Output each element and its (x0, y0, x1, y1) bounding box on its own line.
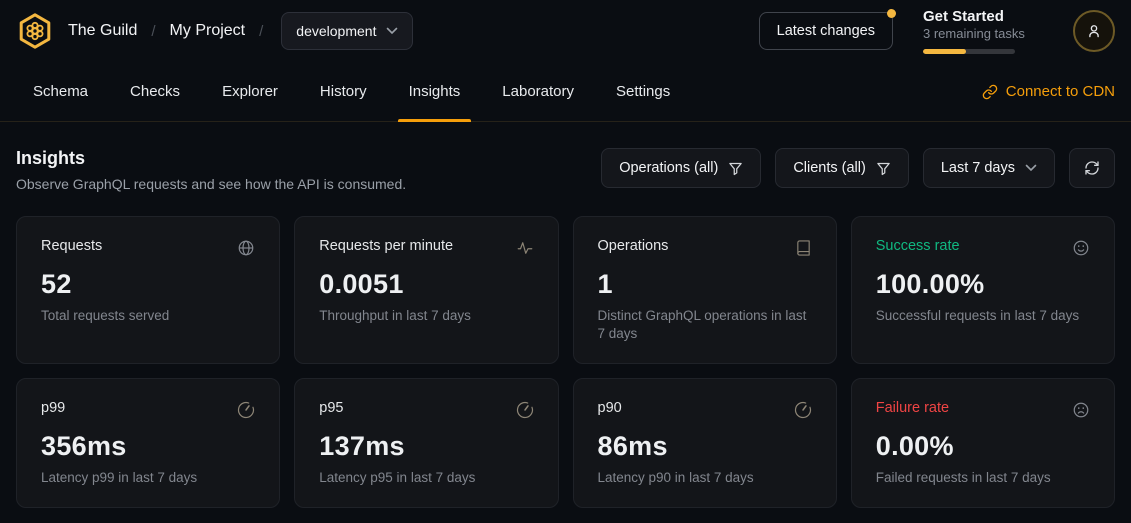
top-bar: The Guild / My Project / development Lat… (0, 0, 1131, 62)
gauge-icon (237, 401, 255, 419)
tab-insights[interactable]: Insights (392, 62, 478, 122)
get-started-title: Get Started (923, 7, 1004, 25)
tab-checks[interactable]: Checks (130, 83, 181, 100)
target-selector-dropdown[interactable]: development (281, 12, 414, 50)
project-nav: Schema Checks Explorer History Insights … (0, 62, 1131, 122)
card-value: 100.00% (875, 269, 985, 299)
breadcrumb-separator: / (151, 22, 156, 40)
breadcrumb-project[interactable]: My Project (169, 22, 246, 39)
card-subtitle: Latency p90 in last 7 days (597, 469, 754, 485)
connect-to-cdn-link[interactable]: Connect to CDN (982, 62, 1115, 121)
stat-card-p99: p99 356ms Latency p99 in last 7 days (16, 378, 281, 509)
card-title: p99 (41, 400, 66, 417)
globe-icon (237, 239, 255, 257)
tab-laboratory[interactable]: Laboratory (502, 83, 575, 100)
get-started-subtitle: 3 remaining tasks (923, 26, 1025, 42)
tab-schema[interactable]: Schema (33, 83, 89, 100)
stat-card-requests: Requests 52 Total requests served (16, 216, 281, 365)
card-title: Requests per minute (319, 238, 454, 254)
refresh-button[interactable] (1069, 148, 1115, 188)
stat-card-p90: p90 86ms Latency p90 in last 7 days (572, 378, 837, 509)
card-title: p95 (319, 400, 344, 417)
stat-card-rpm: Requests per minute 0.0051 Throughput in… (294, 216, 559, 365)
card-value: 86ms (597, 431, 668, 462)
link-icon (982, 84, 998, 100)
user-avatar[interactable] (1073, 9, 1115, 52)
latest-changes-button[interactable]: Latest changes (758, 8, 896, 50)
activity-icon (516, 239, 534, 257)
card-value: 0.0051 (319, 269, 404, 299)
breadcrumb-separator: / (259, 22, 264, 40)
filters-toolbar: Operations (all) Clients (all) Last 7 da… (601, 148, 1115, 188)
frown-icon (1072, 401, 1090, 419)
date-range-label: Last 7 days (940, 160, 1015, 176)
gauge-icon (516, 401, 534, 419)
chevron-down-icon (386, 27, 398, 35)
card-subtitle: Latency p99 in last 7 days (41, 469, 198, 485)
filter-icon (728, 161, 743, 176)
latest-changes-label: Latest changes (776, 22, 875, 39)
get-started-progress-bar (923, 49, 1015, 55)
page-title: Insights (16, 148, 86, 168)
insights-heading-block: Insights Observe GraphQL requests and se… (16, 148, 406, 192)
smile-icon (1072, 239, 1090, 257)
card-value: 0.00% (875, 431, 954, 462)
insights-page: Insights Observe GraphQL requests and se… (0, 122, 1131, 509)
card-subtitle: Distinct GraphQL operations in last 7 da… (597, 307, 807, 341)
breadcrumb-org[interactable]: The Guild (68, 22, 138, 39)
get-started-widget[interactable]: Get Started 3 remaining tasks (923, 8, 1043, 55)
clients-filter-label: Clients (all) (793, 160, 866, 176)
refresh-icon (1084, 160, 1100, 176)
stat-card-operations: Operations 1 Distinct GraphQL operations… (572, 216, 837, 365)
connect-to-cdn-label: Connect to CDN (1005, 83, 1115, 100)
card-value: 1 (597, 269, 613, 299)
get-started-progress-fill (923, 49, 967, 55)
gauge-icon (794, 401, 812, 419)
card-value: 52 (41, 269, 72, 299)
card-subtitle: Total requests served (41, 307, 170, 323)
card-subtitle: Throughput in last 7 days (319, 307, 471, 323)
operations-filter-label: Operations (all) (619, 160, 719, 176)
card-value: 137ms (319, 431, 405, 462)
tab-settings[interactable]: Settings (616, 83, 671, 100)
hive-logo-icon[interactable] (16, 12, 54, 50)
card-title: Failure rate (875, 400, 950, 417)
stat-card-p95: p95 137ms Latency p95 in last 7 days (294, 378, 559, 509)
stat-card-success-rate: Success rate 100.00% Successful requests… (850, 216, 1115, 365)
card-title: Success rate (875, 238, 960, 254)
tab-explorer[interactable]: Explorer (222, 83, 278, 100)
card-title: Operations (597, 238, 669, 254)
filter-icon (876, 161, 891, 176)
stats-card-grid: Requests 52 Total requests served Reques… (16, 216, 1115, 509)
stat-card-failure-rate: Failure rate 0.00% Failed requests in la… (850, 378, 1115, 509)
card-subtitle: Successful requests in last 7 days (875, 307, 1080, 323)
card-value: 356ms (41, 431, 127, 462)
user-icon (1085, 22, 1103, 40)
date-range-dropdown[interactable]: Last 7 days (922, 148, 1055, 188)
clients-filter-button[interactable]: Clients (all) (775, 148, 909, 188)
card-title: Requests (41, 238, 103, 254)
card-subtitle: Failed requests in last 7 days (875, 469, 1051, 485)
notification-dot (887, 8, 896, 18)
card-title: p90 (597, 400, 622, 417)
tab-history[interactable]: History (319, 83, 367, 100)
target-selector-value: development (296, 23, 377, 39)
operations-filter-button[interactable]: Operations (all) (601, 148, 762, 188)
chevron-down-icon (1025, 164, 1037, 172)
book-icon (795, 239, 812, 257)
page-description: Observe GraphQL requests and see how the… (16, 176, 407, 192)
card-subtitle: Latency p95 in last 7 days (319, 469, 476, 485)
